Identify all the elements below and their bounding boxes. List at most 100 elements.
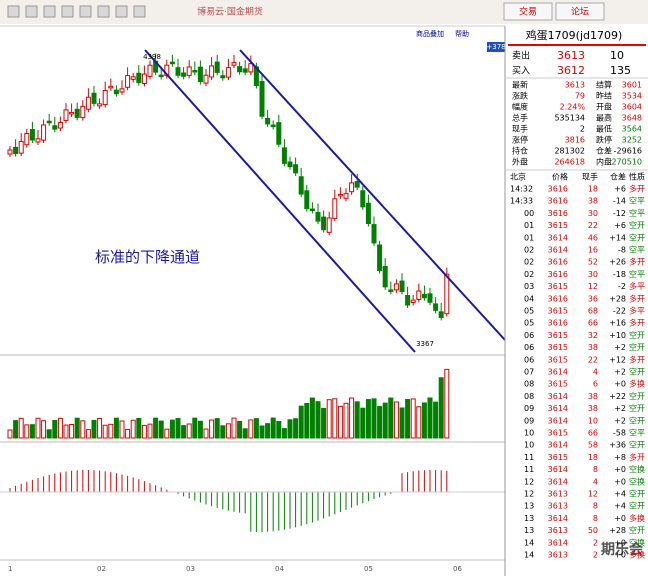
tick-cell: 02 — [524, 258, 534, 267]
quote-label: 外盘 — [512, 157, 528, 167]
tick-cell: +0 — [614, 551, 626, 560]
tick-cell: +10 — [609, 331, 626, 340]
candle-body — [203, 74, 209, 84]
candle-body — [186, 66, 192, 76]
tick-cell: +0 — [614, 538, 626, 547]
help-link[interactable]: 帮助 — [455, 29, 469, 38]
volume-bar — [365, 399, 371, 439]
tick-cell: 32 — [588, 331, 598, 340]
candle-body — [63, 109, 69, 121]
x-axis-label: 05 — [364, 565, 373, 573]
volume-bar — [186, 423, 192, 439]
tick-cell: 空平 — [629, 196, 645, 206]
x-axis-label: 02 — [97, 565, 106, 573]
candle-body — [332, 198, 338, 219]
quote-label: 最低 — [596, 124, 612, 134]
trade-button[interactable] — [503, 2, 553, 21]
candle-body — [141, 73, 147, 84]
volume-bar — [97, 417, 103, 439]
volume-bar — [46, 429, 52, 439]
tick-cell: 12 — [588, 490, 598, 499]
candle-body — [209, 65, 215, 78]
forum-button-label[interactable]: 论坛 — [571, 6, 589, 18]
tick-cell: -2 — [618, 282, 626, 291]
tick-cell: 多换 — [629, 513, 645, 523]
tick-cell: 05 — [524, 319, 534, 328]
volume-bar — [444, 368, 450, 439]
tick-cell: 多开 — [629, 184, 645, 194]
volume-bar — [253, 418, 259, 439]
volume-bar — [360, 407, 366, 439]
tick-cell: 06 — [524, 331, 534, 340]
candle-body — [46, 120, 52, 124]
tick-cell: 空平 — [629, 428, 645, 438]
volume-bar — [410, 398, 416, 439]
candle-body — [192, 69, 198, 73]
tick-cell: 10 — [588, 416, 598, 425]
volume-bar — [326, 399, 332, 439]
tick-cell: 3614 — [548, 514, 568, 523]
tick-cell: 14:32 — [510, 185, 533, 194]
quote-value: 3613 — [565, 81, 585, 90]
candle-body — [270, 124, 276, 128]
tick-cell: 空开 — [629, 232, 645, 242]
volume-bar — [237, 420, 243, 439]
volume-bar — [175, 418, 181, 439]
volume-bar — [153, 417, 159, 439]
tick-cell: +36 — [609, 441, 626, 450]
volume-bar — [136, 417, 142, 439]
candle-body — [337, 193, 343, 197]
tick-cell: 07 — [524, 368, 534, 377]
forum-button[interactable] — [555, 2, 605, 21]
bid-price: 3612 — [557, 64, 585, 77]
tick-cell: 空换 — [629, 464, 645, 474]
volume-bar — [287, 419, 293, 439]
volume-bar — [158, 420, 164, 439]
tick-cell: 09 — [524, 404, 534, 413]
candles — [0, 53, 505, 532]
candle-body — [371, 224, 377, 244]
tick-cell: +0 — [614, 477, 626, 486]
badge-label: +378 — [486, 43, 505, 51]
tick-cell: 多换 — [629, 379, 645, 389]
volume-bar — [433, 401, 439, 439]
volume-bar — [203, 428, 209, 439]
tick-cell: 05 — [524, 307, 534, 316]
volume-bar — [80, 420, 86, 439]
trade-button-label[interactable]: 交易 — [519, 6, 537, 18]
tick-cell: 6 — [593, 380, 598, 389]
quote-label: 昨结 — [596, 91, 612, 101]
candle-body — [326, 217, 332, 233]
candle-body — [108, 85, 114, 89]
tick-cell: 3613 — [548, 551, 568, 560]
quote-label: 结算 — [596, 80, 612, 90]
tick-header: 价格 — [552, 172, 568, 182]
tick-cell: 3614 — [548, 416, 568, 425]
quote-value: 264618 — [554, 158, 585, 167]
annotation: 标准的下降通道 — [95, 248, 200, 266]
quote-label: 幅度 — [512, 102, 528, 112]
candle-body — [287, 161, 293, 168]
candle-body — [360, 190, 366, 208]
tick-cell: 12 — [524, 477, 534, 486]
quote-label: 开盘 — [596, 102, 612, 112]
volume-bar — [349, 397, 355, 439]
candle-body — [220, 75, 226, 79]
quote-value: 535134 — [554, 114, 585, 123]
tick-cell: 11 — [524, 453, 534, 462]
tick-cell: 3614 — [548, 441, 568, 450]
tick-cell: -58 — [613, 429, 626, 438]
overlay-link[interactable]: 商品叠加 — [416, 29, 444, 38]
candle-body — [304, 190, 310, 210]
quote-value: 2.24% — [560, 103, 586, 112]
tick-cell: 00 — [524, 209, 534, 218]
volume-bar — [85, 429, 91, 439]
tick-cell: +22 — [609, 392, 626, 401]
quote-value: 3816 — [565, 136, 585, 145]
tick-cell: +4 — [614, 502, 626, 511]
quote-label: 涨停 — [512, 135, 528, 145]
x-axis-label: 04 — [275, 565, 284, 573]
tick-cell: 38 — [588, 197, 598, 206]
low-label: 3367 — [416, 340, 434, 348]
